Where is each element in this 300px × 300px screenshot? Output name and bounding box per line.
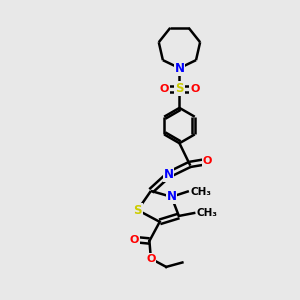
Text: N: N [164,168,174,181]
Text: S: S [134,204,142,217]
Text: O: O [129,235,139,244]
Text: N: N [174,61,184,75]
Text: O: O [190,84,200,94]
Text: CH₃: CH₃ [190,187,211,196]
Text: CH₃: CH₃ [196,208,218,218]
Text: O: O [146,254,156,264]
Text: O: O [203,157,212,166]
Text: O: O [159,84,169,94]
Text: N: N [167,190,176,203]
Text: S: S [175,82,184,95]
